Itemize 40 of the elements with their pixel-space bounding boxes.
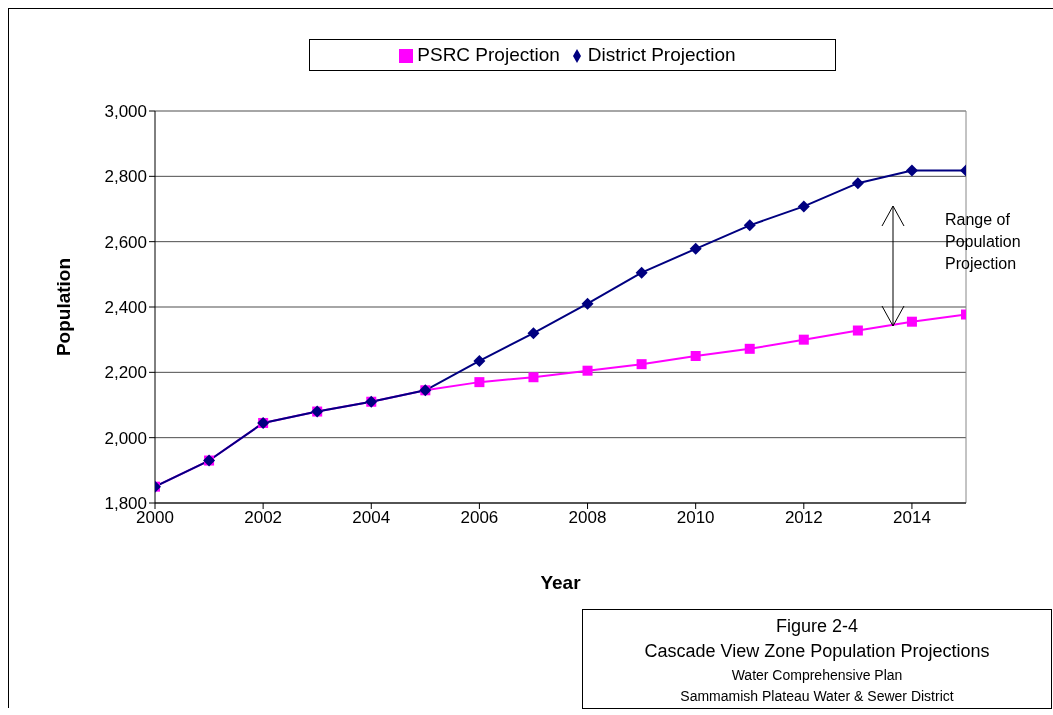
x-tick-label: 2010 — [676, 508, 715, 528]
y-tick-label: 3,000 — [104, 102, 147, 122]
x-tick-label: 2004 — [352, 508, 391, 528]
y-tick-label: 2,400 — [104, 298, 147, 318]
x-tick-label: 2012 — [784, 508, 823, 528]
point — [636, 359, 647, 370]
point — [852, 325, 863, 336]
legend-label: PSRC Projection — [417, 44, 560, 65]
text: Sammamish Plateau Water & Sewer District — [679, 687, 955, 706]
x-tick-label: 2002 — [244, 508, 283, 528]
point — [798, 334, 809, 345]
point — [744, 343, 755, 354]
point — [527, 327, 540, 340]
x-tick-label: 2006 — [460, 508, 499, 528]
x-axis-title: Year — [540, 572, 582, 593]
point — [582, 365, 593, 376]
point — [528, 372, 539, 383]
x-tick-label: 2008 — [568, 508, 607, 528]
caption: Figure 2-4 — [774, 615, 859, 638]
text: Cascade View Zone Population Projections — [643, 640, 991, 663]
y-axis-title: Population — [52, 257, 74, 357]
point — [473, 354, 486, 367]
legend-label: District Projection — [587, 44, 736, 65]
point — [690, 351, 701, 361]
point — [851, 177, 864, 190]
point — [689, 242, 702, 255]
point — [635, 266, 648, 279]
annotation: Range of Population Projection — [945, 210, 1022, 274]
point — [797, 200, 810, 213]
text: Water Comprehensive Plan — [730, 666, 904, 685]
y-tick-label: 2,000 — [104, 428, 147, 448]
y-tick-label: 2,800 — [104, 167, 147, 187]
point — [905, 164, 918, 177]
y-tick-label: 2,600 — [104, 232, 147, 252]
y-tick-label: 2,200 — [104, 363, 147, 383]
point — [743, 219, 756, 232]
point — [474, 377, 485, 388]
point — [906, 316, 917, 327]
x-tick-label: 2014 — [893, 508, 931, 528]
point — [581, 297, 594, 310]
